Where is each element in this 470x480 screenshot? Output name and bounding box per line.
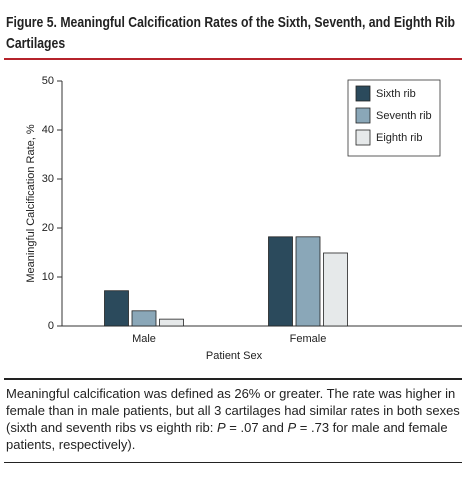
bar	[131, 310, 157, 327]
y-tick-label: 10	[42, 271, 54, 283]
caption-text: Meaningful calcification was defined as …	[6, 386, 460, 435]
x-tick-label: Male	[132, 333, 156, 345]
y-axis-title: Meaningful Calcification Rate, %	[25, 124, 37, 283]
legend-label: Sixth rib	[376, 88, 416, 100]
caption-text: = .73 for male and female patients, resp…	[6, 420, 448, 452]
legend-swatch	[355, 107, 371, 124]
bar	[323, 252, 348, 327]
y-tick-label: 20	[42, 222, 54, 234]
caption: Meaningful calcification was defined as …	[4, 378, 462, 463]
y-tick-label: 30	[42, 173, 54, 185]
bar	[159, 318, 184, 327]
caption-text: P	[217, 420, 226, 435]
caption-text: = .07 and	[225, 420, 288, 435]
bar	[104, 290, 129, 327]
y-tick-label: 50	[42, 75, 54, 87]
legend-label: Eighth rib	[376, 132, 422, 144]
x-axis-title: Patient Sex	[206, 350, 263, 362]
title-rule	[4, 58, 462, 60]
legend-swatch	[355, 85, 371, 102]
x-tick-label: Female	[290, 333, 327, 345]
legend-label: Seventh rib	[376, 110, 432, 122]
bar	[268, 236, 293, 327]
y-tick-label: 40	[42, 124, 54, 136]
caption-text: P	[287, 420, 297, 435]
bar	[295, 236, 321, 327]
legend-swatch	[355, 129, 371, 146]
y-tick-label: 0	[48, 320, 54, 332]
figure-title: Figure 5. Meaningful Calcification Rates…	[6, 14, 455, 52]
chart: 0 10 20 30 40 50 Meaningful Calcification Rate…	[25, 75, 462, 362]
